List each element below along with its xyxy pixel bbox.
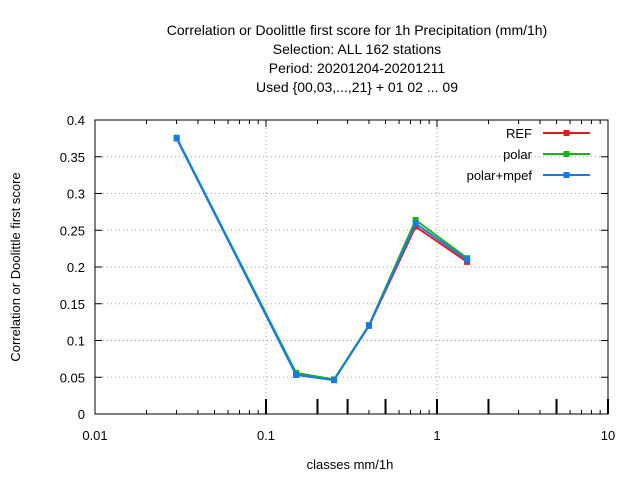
data-point-polar-mpef xyxy=(464,256,471,263)
legend-label-ref: REF xyxy=(506,126,532,141)
y-tick-label: 0.35 xyxy=(60,150,85,165)
series-line-polar-mpef xyxy=(175,137,468,382)
series-layer xyxy=(173,134,471,384)
y-tick-label: 0.2 xyxy=(67,260,85,275)
y-tick-label: 0.15 xyxy=(60,297,85,312)
y-tick-label: 0.4 xyxy=(67,113,85,128)
title-line-4: Used {00,03,...,21} + 01 02 ... 09 xyxy=(256,79,458,95)
chart-title: Correlation or Doolittle first score for… xyxy=(167,22,547,95)
x-axis: 0.01 0.1 1 10 xyxy=(82,120,615,443)
legend-label-polar: polar xyxy=(503,147,533,162)
data-point-polar-mpef xyxy=(331,377,338,384)
plot-frame xyxy=(94,119,609,415)
y-tick-label: 0.1 xyxy=(67,334,85,349)
x-tick-label: 10 xyxy=(601,428,615,443)
legend-label-polar-mpef: polar+mpef xyxy=(467,168,533,183)
data-point-polar-mpef xyxy=(365,322,372,329)
y-axis-label: Correlation or Doolittle first score xyxy=(8,172,23,361)
legend: REF polar polar+mpef xyxy=(467,126,590,183)
data-point-polar xyxy=(412,216,419,223)
data-point-polar-mpef xyxy=(412,220,419,227)
legend-marker-ref xyxy=(563,130,570,136)
y-tick-label: 0.3 xyxy=(67,187,85,202)
series-line-ref xyxy=(175,137,468,381)
x-axis-label: classes mm/1h xyxy=(307,457,394,472)
title-line-1: Correlation or Doolittle first score for… xyxy=(167,22,547,38)
series-line-polar xyxy=(175,137,468,381)
data-point-polar-mpef xyxy=(293,372,300,379)
legend-marker-polar-mpef xyxy=(563,172,570,178)
title-line-2: Selection: ALL 162 stations xyxy=(273,41,441,57)
x-tick-label: 1 xyxy=(433,428,440,443)
grid xyxy=(95,120,608,414)
data-point-polar-mpef xyxy=(173,135,180,142)
legend-marker-polar xyxy=(563,151,570,157)
y-tick-label: 0.25 xyxy=(60,223,85,238)
y-tick-label: 0 xyxy=(78,407,85,422)
x-tick-label: 0.01 xyxy=(82,428,107,443)
title-line-3: Period: 20201204-20201211 xyxy=(269,60,446,76)
y-tick-label: 0.05 xyxy=(60,370,85,385)
x-tick-label: 0.1 xyxy=(257,428,275,443)
